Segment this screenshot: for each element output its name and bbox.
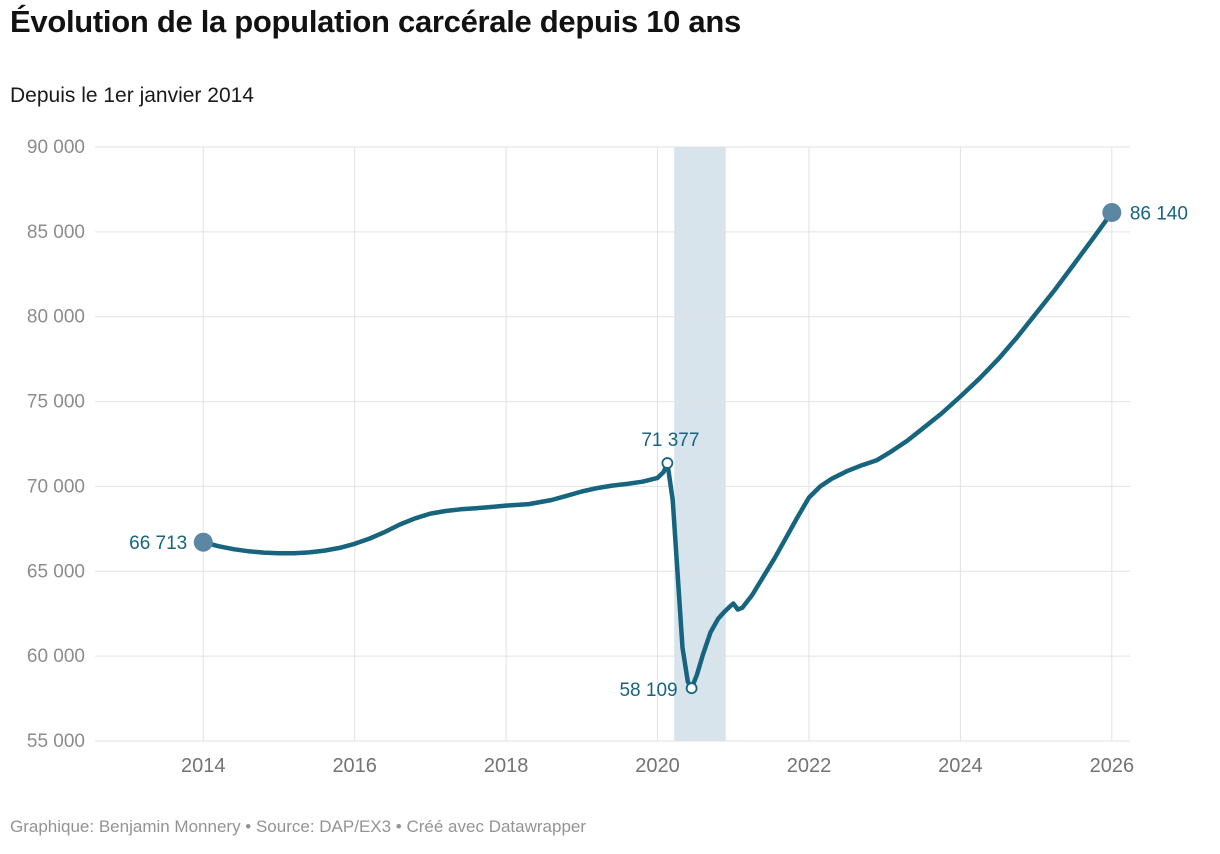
value-label: 71 377 xyxy=(641,430,699,451)
data-point-marker xyxy=(1102,203,1122,223)
value-label: 58 109 xyxy=(619,680,677,701)
x-axis-tick-label: 2026 xyxy=(1090,755,1135,777)
x-axis-tick-label: 2024 xyxy=(938,755,983,777)
x-axis-tick-label: 2014 xyxy=(181,755,226,777)
y-axis-tick-label: 65 000 xyxy=(27,561,85,582)
data-point-marker-open xyxy=(661,457,674,469)
y-axis-tick-label: 80 000 xyxy=(27,307,85,328)
y-axis-tick-label: 55 000 xyxy=(27,731,85,752)
value-label: 86 140 xyxy=(1130,204,1188,225)
series-line xyxy=(201,210,1115,691)
y-axis-tick-label: 75 000 xyxy=(27,392,85,413)
x-axis-tick-label: 2022 xyxy=(787,755,832,777)
chart-subtitle: Depuis le 1er janvier 2014 xyxy=(10,84,254,107)
data-point-marker-open xyxy=(685,682,698,695)
x-axis-tick-label: 2016 xyxy=(332,755,377,777)
value-label: 66 713 xyxy=(129,533,187,554)
x-axis-tick-label: 2018 xyxy=(484,755,529,777)
y-axis-tick-label: 60 000 xyxy=(27,646,85,667)
data-point-marker xyxy=(193,532,213,552)
y-axis-tick-label: 85 000 xyxy=(27,222,85,243)
y-axis-tick-label: 90 000 xyxy=(27,137,85,158)
x-axis-tick-label: 2020 xyxy=(635,755,680,777)
y-axis-tick-label: 70 000 xyxy=(27,476,85,497)
chart-title: Évolution de la population carcérale dep… xyxy=(10,4,741,39)
chart-footer-byline: Graphique: Benjamin Monnery • Source: DA… xyxy=(10,817,587,836)
